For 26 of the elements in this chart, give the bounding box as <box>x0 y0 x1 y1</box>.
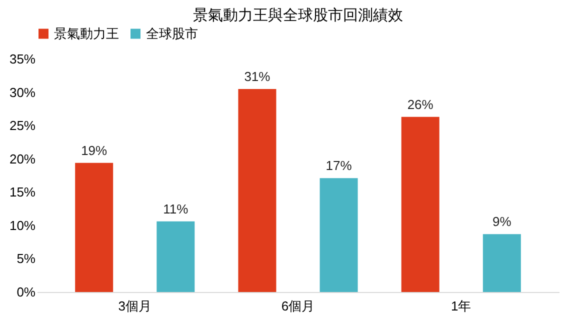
bar <box>238 88 276 292</box>
y-tick-label: 35% <box>9 52 36 66</box>
y-tick-label: 15% <box>9 184 36 200</box>
y-tick-label: 10% <box>9 218 36 233</box>
y-tick-label: 5% <box>16 251 36 266</box>
chart-title: 景氣動力王與全球股市回測績效 <box>193 7 403 24</box>
x-tick-label: 1年 <box>451 298 472 314</box>
bar <box>75 162 114 292</box>
bar <box>482 234 521 292</box>
y-tick-label: 0% <box>16 284 36 300</box>
y-tick-label: 20% <box>9 151 36 166</box>
x-tick-label: 3個月 <box>118 298 152 314</box>
y-tick-label: 25% <box>9 118 36 134</box>
data-label: 17% <box>326 158 352 174</box>
legend-label: 全球股市 <box>146 26 198 41</box>
x-tick-label: 6個月 <box>281 298 315 314</box>
data-label: 31% <box>244 68 271 84</box>
data-label: 19% <box>81 142 108 158</box>
bar <box>320 178 358 292</box>
data-label: 9% <box>492 214 512 230</box>
data-label: 26% <box>407 96 434 112</box>
bar <box>156 221 195 292</box>
data-label: 11% <box>163 201 189 216</box>
bar <box>401 116 440 292</box>
legend-label: 景氣動力王 <box>54 26 119 41</box>
y-tick-label: 30% <box>9 84 36 100</box>
